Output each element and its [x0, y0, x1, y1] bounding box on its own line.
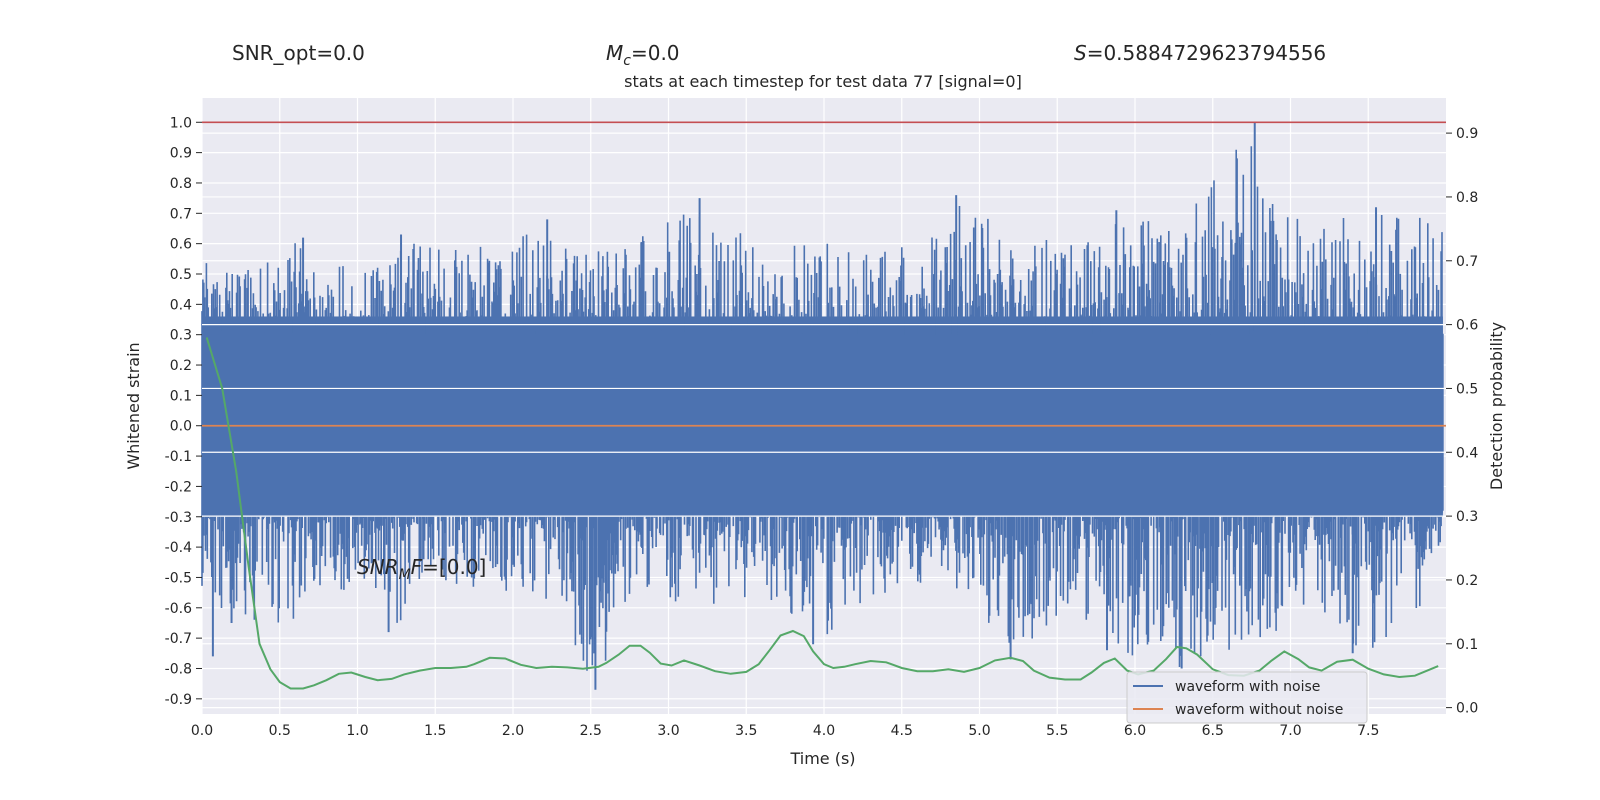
chirp-mass-value: =0.0	[631, 41, 680, 65]
y2-tick-label: 0.9	[1456, 126, 1478, 142]
y-tick-label: -0.7	[165, 631, 192, 647]
y-axis-label: Whitened strain	[124, 342, 143, 469]
y2-tick-label: 0.3	[1456, 509, 1478, 525]
y2-tick-labels: 0.9 0.8 0.7 0.6 0.5 0.4 0.3 0.2 0.1 0.0	[1446, 126, 1478, 717]
x-tick-labels: 0.0 0.5 1.0 1.5 2.0 2.5 3.0 3.5 4.0 4.5 5.0 5.5 6.0 6…	[191, 723, 1380, 739]
snr-opt-label: SNR_opt=0.0	[232, 41, 365, 65]
y-tick-label: 0.7	[170, 206, 192, 222]
y-tick-label: -0.6	[165, 601, 192, 617]
y-tick-label: 1.0	[170, 115, 192, 131]
y2-tick-label: 0.2	[1456, 573, 1478, 589]
chart-title: stats at each timestep for test data 77 …	[624, 72, 1022, 91]
y2-tick-label: 0.6	[1456, 318, 1478, 334]
snr-mf-annotation: SNRMF=[0.0]	[357, 555, 486, 583]
legend-box	[1126, 671, 1368, 724]
x-tick-label: 6.5	[1202, 723, 1224, 739]
x-tick-label: 6.0	[1124, 723, 1146, 739]
y-tick-label: -0.5	[165, 570, 192, 586]
y-tick-label: 0.6	[170, 237, 192, 253]
chirp-mass-label: Mc=0.0	[606, 41, 680, 69]
y-tick-label: 0.9	[170, 146, 192, 162]
y-tick-label: -0.9	[165, 692, 192, 708]
y-tick-label: 0.3	[170, 328, 192, 344]
y-tick-label: -0.8	[165, 661, 192, 677]
y-tick-label: 0.0	[170, 419, 192, 435]
legend: waveform with noise waveform without noi…	[1126, 671, 1368, 724]
y2-tick-label: 0.5	[1456, 381, 1478, 397]
y2-tick-label: 0.8	[1456, 190, 1478, 206]
x-tick-label: 4.0	[813, 723, 835, 739]
x-tick-label: 7.5	[1357, 723, 1379, 739]
y-tick-label: 0.5	[170, 267, 192, 283]
x-tick-label: 3.5	[735, 723, 757, 739]
y2-tick-label: 0.7	[1456, 254, 1478, 270]
x-tick-label: 2.0	[502, 723, 524, 739]
x-tick-label: 7.0	[1279, 723, 1301, 739]
legend-label-noisy: waveform with noise	[1175, 679, 1320, 695]
snr-mf-value: =[0.0]	[422, 555, 486, 579]
x-tick-label: 4.5	[891, 723, 913, 739]
s-stat-value: =0.5884729623794556	[1087, 41, 1326, 65]
y-tick-labels: 1.0 0.9 0.8 0.7 0.6 0.5 0.4 0.3 0.2 0.1 0.0 -0.1 -0.…	[165, 115, 202, 708]
y-tick-label: 0.4	[170, 297, 192, 313]
y2-axis-label: Detection probability	[1487, 322, 1506, 490]
y-tick-label: -0.1	[165, 449, 192, 465]
legend-label-clean: waveform without noise	[1175, 702, 1343, 718]
s-stat-label: S=0.5884729623794556	[1074, 41, 1326, 65]
x-axis-label: Time (s)	[789, 749, 855, 768]
y-tick-label: 0.8	[170, 176, 192, 192]
x-tick-label: 2.5	[580, 723, 602, 739]
x-tick-label: 5.5	[1046, 723, 1068, 739]
y-tick-label: -0.3	[165, 510, 192, 526]
x-tick-label: 5.0	[968, 723, 990, 739]
y2-tick-label: 0.1	[1456, 637, 1478, 653]
y-tick-label: 0.2	[170, 358, 192, 374]
y-tick-label: 0.1	[170, 388, 192, 404]
y-tick-label: -0.4	[165, 540, 192, 556]
y2-tick-label: 0.0	[1456, 701, 1478, 717]
x-tick-label: 1.0	[346, 723, 368, 739]
noisy-waveform-layer	[201, 122, 1446, 690]
x-tick-label: 3.0	[657, 723, 679, 739]
x-tick-label: 0.5	[269, 723, 291, 739]
x-tick-label: 1.5	[424, 723, 446, 739]
y-tick-label: -0.2	[165, 479, 192, 495]
x-tick-label: 0.0	[191, 723, 213, 739]
y2-tick-label: 0.4	[1456, 445, 1478, 461]
